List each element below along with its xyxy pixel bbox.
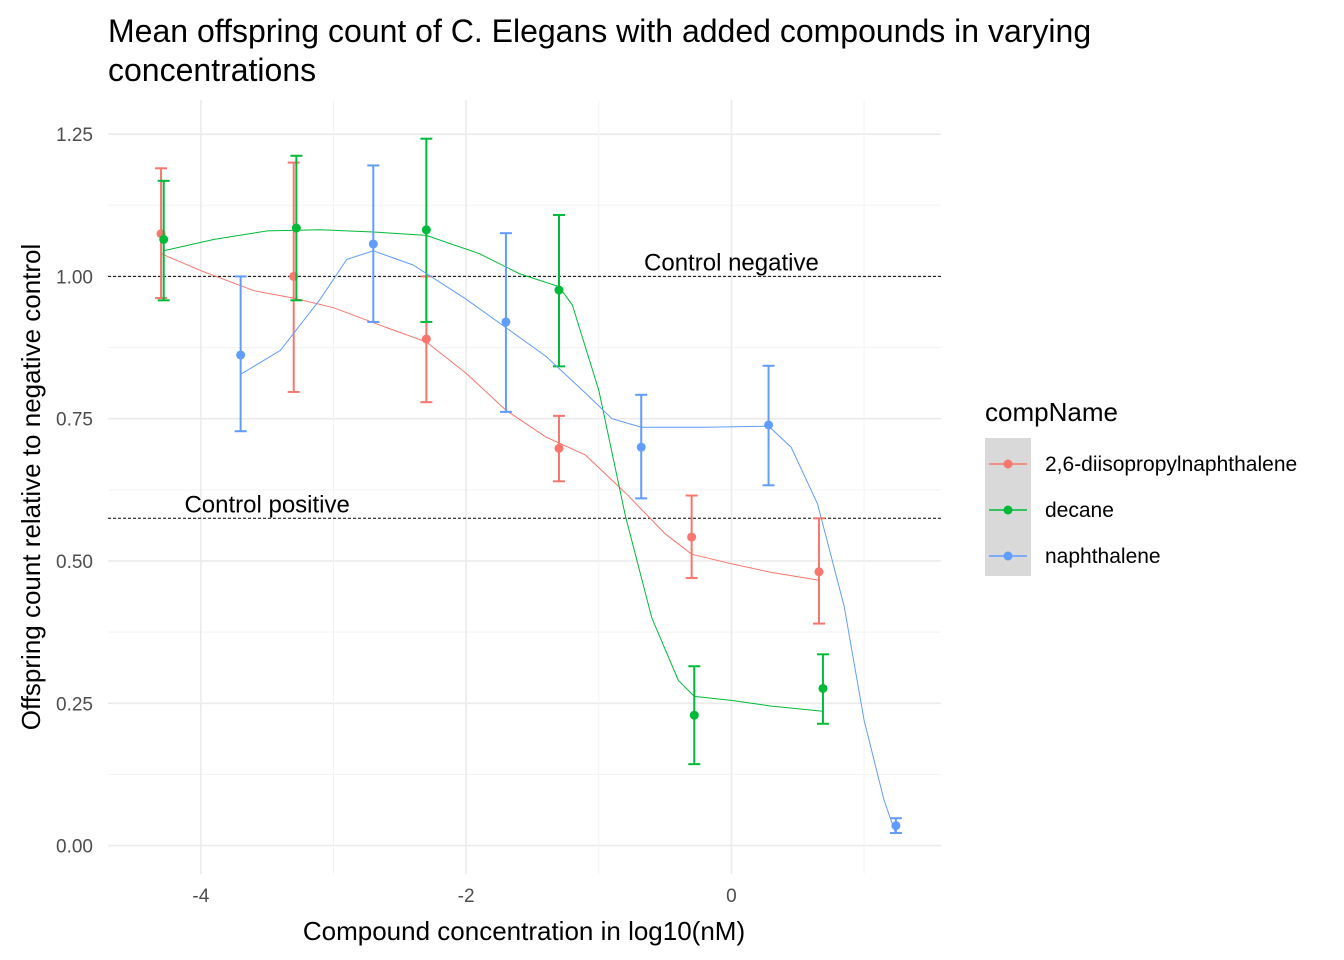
data-point <box>501 317 511 327</box>
series-layer <box>155 137 902 835</box>
y-tick-label: 1.25 <box>56 125 93 146</box>
x-tick-label: -2 <box>458 886 475 907</box>
data-point <box>554 443 564 453</box>
data-point <box>421 225 431 235</box>
y-tick-label: 0.50 <box>56 552 93 573</box>
data-point <box>368 239 378 249</box>
data-point <box>764 420 774 430</box>
data-point <box>891 821 901 831</box>
data-point <box>291 223 301 233</box>
reference-line-label: Control negative <box>644 249 819 276</box>
series-group <box>234 164 902 835</box>
legend: compName 2,6-diisopropylnaphthalene decan… <box>985 397 1297 576</box>
legend-title: compName <box>985 397 1118 427</box>
data-point <box>236 350 246 360</box>
smooth-line <box>240 250 897 835</box>
chart-title: Mean offspring count of C. Elegans with … <box>108 13 1091 88</box>
x-tick-label: -4 <box>192 886 209 907</box>
data-point <box>421 334 431 344</box>
y-axis-ticks: 0.00 0.25 0.50 0.75 1.00 1.25 <box>56 125 93 857</box>
legend-label: naphthalene <box>1045 545 1161 568</box>
reference-lines: Control negative Control positive <box>108 249 941 519</box>
y-tick-label: 0.75 <box>56 410 93 431</box>
y-tick-label: 0.00 <box>56 837 93 858</box>
data-point <box>554 285 564 295</box>
y-axis-title: Offspring count relative to negative con… <box>16 244 46 731</box>
legend-key-point <box>1003 551 1013 561</box>
smooth-line <box>163 229 823 712</box>
x-axis-ticks: -4 -2 0 <box>192 886 736 907</box>
data-point <box>689 710 699 720</box>
data-point <box>818 683 828 693</box>
legend-label: decane <box>1045 499 1114 522</box>
reference-line-label: Control positive <box>184 491 349 518</box>
gridlines <box>108 100 941 874</box>
legend-key-point <box>1003 505 1013 515</box>
smooth-line <box>160 253 820 581</box>
x-tick-label: 0 <box>726 886 737 907</box>
data-point <box>636 442 646 452</box>
data-point <box>159 234 169 244</box>
series-group <box>157 137 829 766</box>
legend-label: 2,6-diisopropylnaphthalene <box>1045 453 1297 476</box>
x-axis-title: Compound concentration in log10(nM) <box>303 916 745 946</box>
y-tick-label: 1.00 <box>56 267 93 288</box>
series-group <box>155 161 825 625</box>
legend-key-point <box>1003 459 1013 469</box>
y-tick-label: 0.25 <box>56 694 93 715</box>
data-point <box>687 532 697 542</box>
data-point <box>814 567 824 577</box>
